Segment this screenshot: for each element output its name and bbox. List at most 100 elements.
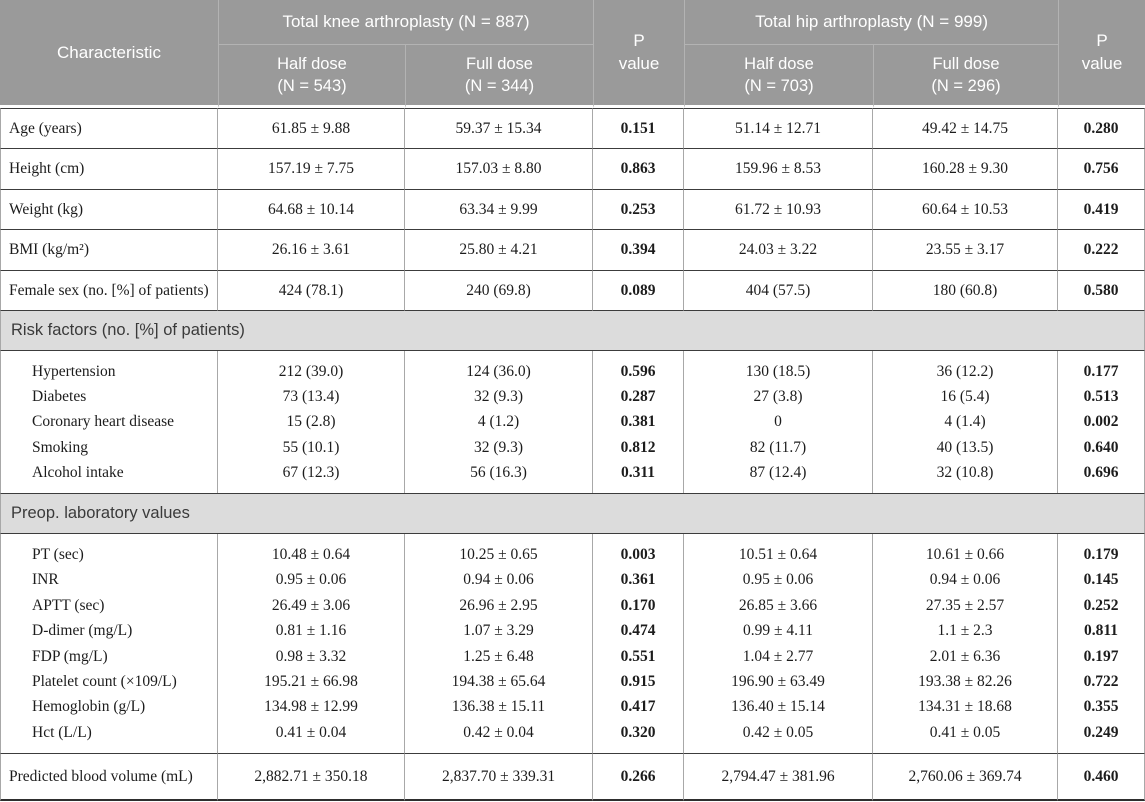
cell-value: 0.42 ± 0.04 [405, 719, 594, 753]
p-value-header-hip: P value [1058, 0, 1145, 108]
header-row-subgroups: Half dose (N = 543) Full dose (N = 344) … [0, 44, 1145, 108]
hip-group-header: Total hip arthroplasty (N = 999) [684, 0, 1059, 44]
cell-value: 60.64 ± 10.53 [873, 189, 1059, 231]
group-row: FDP (mg/L) 0.98 ± 3.32 1.25 ± 6.48 0.551 1.0… [0, 643, 1145, 669]
cell-value: 2,882.71 ± 350.18 [218, 753, 405, 802]
cell-p-value: 0.089 [593, 270, 685, 311]
row-label: Alcohol intake [0, 460, 218, 494]
group-row: Coronary heart disease 15 (2.8) 4 (1.2) 0.3… [0, 409, 1145, 435]
cell-value: 82 (11.7) [684, 434, 874, 460]
row-label: Coronary heart disease [0, 409, 218, 435]
cell-value: 1.07 ± 3.29 [405, 618, 594, 644]
cell-value: 1.1 ± 2.3 [873, 618, 1059, 644]
row-label: Age (years) [0, 108, 218, 150]
cell-value: 0.42 ± 0.05 [684, 719, 874, 753]
cell-p-value: 0.197 [1058, 643, 1145, 669]
cell-value: 59.37 ± 15.34 [405, 108, 594, 150]
cell-value: 4 (1.2) [405, 409, 594, 435]
cell-value: 212 (39.0) [218, 350, 405, 384]
cell-value: 26.96 ± 2.95 [405, 592, 594, 619]
group-row: Diabetes 73 (13.4) 32 (9.3) 0.287 27 (3.8) 16… [0, 383, 1145, 410]
cell-p-value: 0.513 [1058, 383, 1145, 410]
row-label: PT (sec) [0, 534, 218, 568]
cell-value: 404 (57.5) [684, 270, 874, 311]
cell-value: 157.03 ± 8.80 [405, 149, 594, 190]
subheader-hip-full-dose: Full dose (N = 296) [873, 44, 1059, 108]
cell-value: 0.94 ± 0.06 [405, 567, 594, 593]
cell-value: 40 (13.5) [873, 434, 1059, 460]
group-row: Hct (L/L) 0.41 ± 0.04 0.42 ± 0.04 0.320 0.42… [0, 719, 1145, 753]
row-label: FDP (mg/L) [0, 643, 218, 669]
header-row-groups: Characteristic Total knee arthroplasty (… [0, 0, 1145, 108]
cell-p-value: 0.151 [593, 108, 685, 150]
group-row: Hypertension 212 (39.0) 124 (36.0) 0.596 130… [0, 350, 1145, 384]
cell-value: 0.94 ± 0.06 [873, 567, 1059, 593]
row-label: BMI (kg/m²) [0, 230, 218, 271]
cell-value: 0.98 ± 3.32 [218, 643, 405, 669]
cell-p-value: 0.320 [593, 719, 685, 753]
cell-value: 195.21 ± 66.98 [218, 668, 405, 695]
cell-value: 27.35 ± 2.57 [873, 592, 1059, 619]
cell-value: 32 (10.8) [873, 460, 1059, 494]
cell-value: 61.72 ± 10.93 [684, 189, 874, 231]
cell-value: 134.31 ± 18.68 [873, 694, 1059, 720]
cell-value: 26.16 ± 3.61 [218, 230, 405, 271]
row-label: INR [0, 567, 218, 593]
cell-value: 49.42 ± 14.75 [873, 108, 1059, 150]
section-row: Preop. laboratory values [0, 493, 1145, 534]
cell-p-value: 0.361 [593, 567, 685, 593]
table-row: Height (cm) 157.19 ± 7.75 157.03 ± 8.80 0.8… [0, 149, 1145, 190]
cell-p-value: 0.252 [1058, 592, 1145, 619]
cell-p-value: 0.287 [593, 383, 685, 410]
cell-p-value: 0.253 [593, 189, 685, 231]
cell-value: 10.25 ± 0.65 [405, 534, 594, 568]
cell-value: 27 (3.8) [684, 383, 874, 410]
cell-p-value: 0.460 [1058, 753, 1145, 802]
group-row: APTT (sec) 26.49 ± 3.06 26.96 ± 2.95 0.170 2… [0, 592, 1145, 619]
cell-value: 157.19 ± 7.75 [218, 149, 405, 190]
cell-value: 67 (12.3) [218, 460, 405, 494]
cell-value: 424 (78.1) [218, 270, 405, 311]
cell-value: 136.40 ± 15.14 [684, 694, 874, 720]
group-row: INR 0.95 ± 0.06 0.94 ± 0.06 0.361 0.95 ± 0.0… [0, 567, 1145, 593]
cell-p-value: 0.311 [593, 460, 685, 494]
row-label: Smoking [0, 434, 218, 460]
row-label: Diabetes [0, 383, 218, 410]
p-value-header-knee: P value [593, 0, 685, 108]
subheader-hip-half-dose: Half dose (N = 703) [684, 44, 874, 108]
cell-value: 2,760.06 ± 369.74 [873, 753, 1059, 802]
table-row: Predicted blood volume (mL) 2,882.71 ± 35… [0, 753, 1145, 802]
group-row: Smoking 55 (10.1) 32 (9.3) 0.812 82 (11.7) 40… [0, 434, 1145, 460]
row-label: Hemoglobin (g/L) [0, 694, 218, 720]
cell-p-value: 0.419 [1058, 189, 1145, 231]
cell-value: 124 (36.0) [405, 350, 594, 384]
cell-p-value: 0.811 [1058, 618, 1145, 644]
cell-p-value: 0.179 [1058, 534, 1145, 568]
cell-value: 240 (69.8) [405, 270, 594, 311]
row-label: Weight (kg) [0, 189, 218, 231]
cell-p-value: 0.417 [593, 694, 685, 720]
cell-p-value: 0.756 [1058, 149, 1145, 190]
cell-value: 0.41 ± 0.04 [218, 719, 405, 753]
row-label: D-dimer (mg/L) [0, 618, 218, 644]
cell-value: 0.99 ± 4.11 [684, 618, 874, 644]
row-label: Height (cm) [0, 149, 218, 190]
cell-p-value: 0.002 [1058, 409, 1145, 435]
cell-value: 73 (13.4) [218, 383, 405, 410]
cell-p-value: 0.915 [593, 668, 685, 695]
cell-value: 24.03 ± 3.22 [684, 230, 874, 271]
row-label: Platelet count (×109/L) [0, 668, 218, 695]
cell-value: 4 (1.4) [873, 409, 1059, 435]
section-label: Preop. laboratory values [0, 493, 1145, 534]
group-row: Hemoglobin (g/L) 134.98 ± 12.99 136.38 ± 1… [0, 694, 1145, 720]
cell-value: 55 (10.1) [218, 434, 405, 460]
cell-p-value: 0.696 [1058, 460, 1145, 494]
cell-value: 10.61 ± 0.66 [873, 534, 1059, 568]
cell-value: 2,794.47 ± 381.96 [684, 753, 874, 802]
cell-value: 130 (18.5) [684, 350, 874, 384]
cell-p-value: 0.640 [1058, 434, 1145, 460]
cell-value: 0.95 ± 0.06 [684, 567, 874, 593]
row-label: Predicted blood volume (mL) [0, 753, 218, 802]
cell-value: 32 (9.3) [405, 383, 594, 410]
